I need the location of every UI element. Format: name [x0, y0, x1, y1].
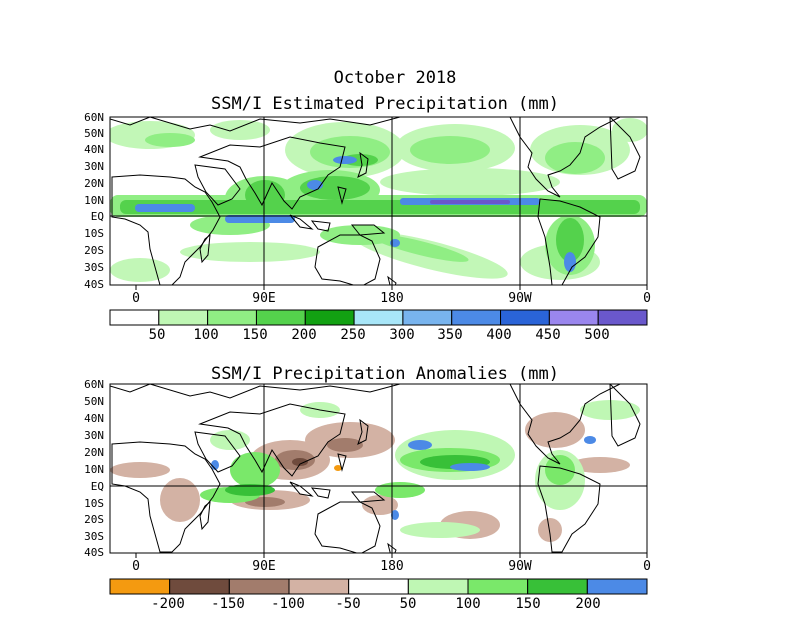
- lon-label: 90E: [252, 559, 276, 574]
- lat-label: 40S: [84, 546, 104, 559]
- lat-label: 40N: [84, 412, 104, 425]
- lon-label: 0: [132, 291, 140, 306]
- precip-map: [110, 117, 647, 285]
- colorbar-label: 100: [455, 596, 481, 612]
- lon-label: 0: [643, 559, 651, 574]
- colorbar-swatch: [255, 309, 306, 326]
- colorbar-label: 400: [486, 327, 512, 343]
- anomaly-map: [110, 384, 647, 553]
- colorbar-swatch: [228, 578, 290, 595]
- lat-label: 30S: [84, 530, 104, 543]
- colorbar-label: 150: [515, 596, 541, 612]
- lat-label: 50N: [84, 127, 104, 140]
- lon-label: 90E: [252, 291, 276, 306]
- lat-label: 30N: [84, 160, 104, 173]
- lat-label: 40S: [84, 278, 104, 291]
- colorbar-label: 50: [399, 596, 417, 612]
- precip-map-title: SSM/I Estimated Precipitation (mm): [211, 94, 559, 114]
- colorbar-swatch: [467, 578, 529, 595]
- map-date-title: October 2018: [333, 68, 457, 88]
- lat-label: EQ: [90, 210, 104, 223]
- colorbar-swatch: [597, 309, 648, 326]
- colorbar-label: -100: [271, 596, 305, 612]
- colorbar-swatch: [158, 309, 209, 326]
- lon-label: 0: [132, 559, 140, 574]
- lat-label: 50N: [84, 395, 104, 408]
- colorbar-swatch: [304, 309, 355, 326]
- colorbar-swatch: [207, 309, 257, 326]
- colorbar-label: 300: [389, 327, 415, 343]
- colorbar-label: -50: [335, 596, 361, 612]
- lon-label: 180: [380, 559, 404, 574]
- colorbar-label: 500: [584, 327, 610, 343]
- lat-label: 30S: [84, 261, 104, 274]
- lat-label: 10N: [84, 194, 104, 207]
- colorbar-label: 200: [575, 596, 601, 612]
- precip-map-frame: [109, 116, 648, 286]
- colorbar-label: -200: [151, 596, 185, 612]
- colorbar-swatch: [402, 309, 453, 326]
- colorbar-swatch: [527, 578, 588, 595]
- colorbar-label: 250: [340, 327, 366, 343]
- lat-label: 60N: [84, 111, 104, 124]
- lon-label: 0: [643, 291, 651, 306]
- colorbar-swatch: [348, 578, 409, 595]
- colorbar-label: 350: [437, 327, 463, 343]
- lat-label: 10N: [84, 463, 104, 476]
- colorbar-label: 100: [193, 327, 219, 343]
- precip-colorbar: [109, 309, 648, 326]
- colorbar-swatch: [353, 309, 404, 326]
- colorbar-swatch: [288, 578, 350, 595]
- colorbar-swatch: [169, 578, 230, 595]
- lat-label: 60N: [84, 378, 104, 391]
- lat-label: 30N: [84, 429, 104, 442]
- colorbar-label: -150: [211, 596, 245, 612]
- lon-label: 90W: [508, 559, 532, 574]
- lon-label: 180: [380, 291, 404, 306]
- colorbar-swatch: [407, 578, 469, 595]
- anomaly-map-frame: [109, 383, 648, 554]
- colorbar-swatch: [586, 578, 648, 595]
- lat-label: 40N: [84, 143, 104, 156]
- lat-label: 20N: [84, 177, 104, 190]
- colorbar-swatch: [451, 309, 502, 326]
- colorbar-swatch: [109, 309, 160, 326]
- lat-label: 10S: [84, 497, 104, 510]
- colorbar-label: 150: [242, 327, 268, 343]
- lat-label: 10S: [84, 227, 104, 240]
- colorbar-label: 200: [291, 327, 317, 343]
- lat-label: 20S: [84, 244, 104, 257]
- lat-label: 20N: [84, 446, 104, 459]
- lat-label: EQ: [90, 480, 104, 493]
- anomaly-map-title: SSM/I Precipitation Anomalies (mm): [211, 364, 559, 384]
- lon-label: 90W: [508, 291, 532, 306]
- colorbar-swatch: [500, 309, 550, 326]
- colorbar-swatch: [548, 309, 599, 326]
- anomaly-colorbar: [109, 578, 648, 595]
- colorbar-swatch: [109, 578, 171, 595]
- colorbar-label: 450: [535, 327, 561, 343]
- colorbar-label: 50: [148, 327, 166, 343]
- lat-label: 20S: [84, 513, 104, 526]
